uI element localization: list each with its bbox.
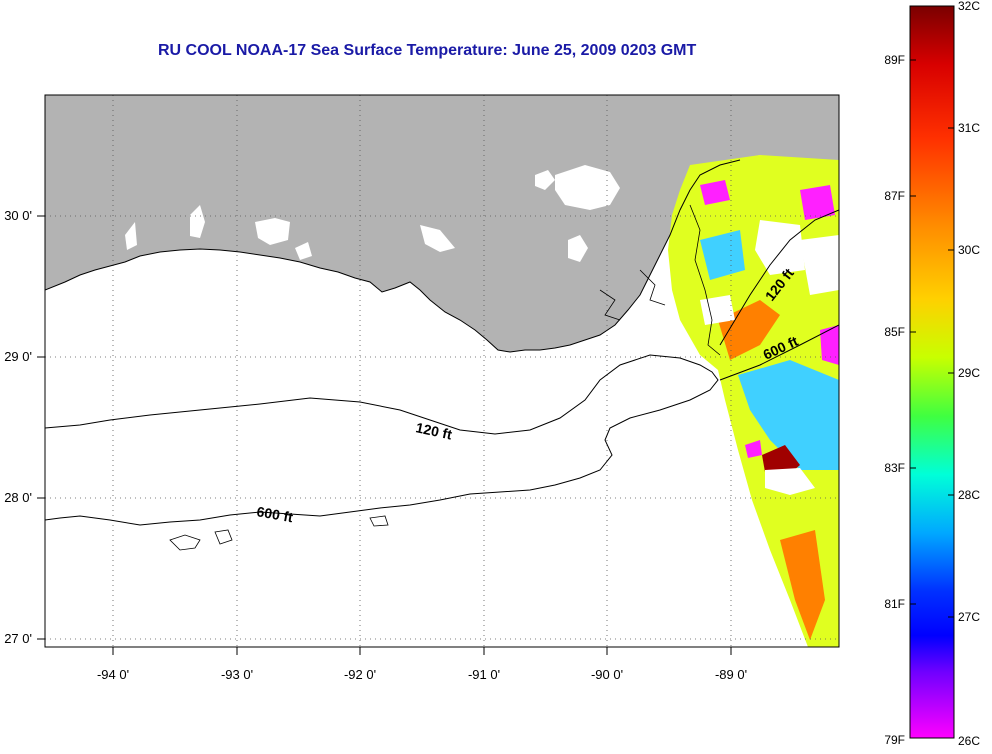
lon-tick-label: -90 0' bbox=[591, 667, 623, 682]
colorbar-c-label: 32C bbox=[958, 0, 980, 13]
lake bbox=[190, 205, 205, 238]
lake bbox=[125, 222, 137, 250]
colorbar-c-label: 29C bbox=[958, 366, 980, 380]
lake bbox=[568, 235, 588, 262]
contour-east-shelf bbox=[719, 209, 839, 346]
colorbar-f-label: 83F bbox=[884, 461, 905, 475]
colorbar-c-label: 30C bbox=[958, 243, 980, 257]
colorbar-f-label: 81F bbox=[884, 597, 905, 611]
lat-tick-label: 28 0' bbox=[4, 490, 32, 505]
lake bbox=[255, 218, 290, 245]
land-mass bbox=[45, 95, 839, 352]
colorbar-c-label: 26C bbox=[958, 734, 980, 748]
bank-outline bbox=[169, 515, 389, 551]
lon-tick-label: -89 0' bbox=[715, 667, 747, 682]
colorbar-f-label: 87F bbox=[884, 189, 905, 203]
lake bbox=[535, 170, 555, 190]
lat-tick-label: 29 0' bbox=[4, 349, 32, 364]
colorbar-c-label: 31C bbox=[958, 121, 980, 135]
colorbar-f-label: 89F bbox=[884, 53, 905, 67]
lat-tick-label: 30 0' bbox=[4, 208, 32, 223]
contour-label: 600 ft bbox=[255, 503, 294, 525]
lon-tick-label: -92 0' bbox=[344, 667, 376, 682]
lake bbox=[555, 165, 620, 210]
colorbar bbox=[909, 5, 955, 739]
sst-swath bbox=[668, 155, 839, 647]
colorbar-f-label: 79F bbox=[884, 733, 905, 747]
lake bbox=[420, 225, 455, 252]
graticule bbox=[45, 95, 839, 647]
lat-tick-label: 27 0' bbox=[4, 631, 32, 646]
contour-east bbox=[719, 324, 839, 381]
lon-tick-label: -94 0' bbox=[97, 667, 129, 682]
lon-tick-label: -93 0' bbox=[221, 667, 253, 682]
colorbar-c-label: 28C bbox=[958, 488, 980, 502]
lake bbox=[295, 242, 312, 260]
coastline bbox=[45, 159, 741, 353]
colorbar-c-label: 27C bbox=[958, 610, 980, 624]
contour-label: 120 ft bbox=[414, 419, 453, 442]
map-title: RU COOL NOAA-17 Sea Surface Temperature:… bbox=[158, 42, 697, 59]
colorbar-f-label: 85F bbox=[884, 325, 905, 339]
lon-tick-label: -91 0' bbox=[468, 667, 500, 682]
river-delta bbox=[599, 204, 721, 356]
contour-120ft-west bbox=[45, 354, 719, 526]
